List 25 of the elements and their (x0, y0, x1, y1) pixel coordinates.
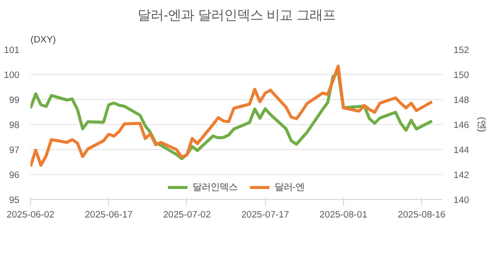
y-tick-label: 96 (9, 170, 20, 180)
y2-tick-label: 144 (454, 145, 470, 155)
x-tick-label: 2025-07-02 (163, 210, 211, 220)
y-tick-label: 97 (9, 145, 20, 155)
x-tick-label: 2025-07-17 (241, 210, 290, 220)
legend-label: 달러-엔 (274, 180, 305, 194)
x-tick-label: 2025-06-02 (6, 210, 54, 220)
y2-tick-label: 146 (454, 120, 470, 130)
x-tick-label: 2025-06-17 (84, 210, 133, 220)
y2-tick-label: 152 (454, 45, 470, 55)
y2-tick-label: 140 (454, 195, 470, 205)
y-tick-label: 101 (4, 45, 20, 55)
y2-tick-label: 150 (454, 70, 470, 80)
y-tick-label: 99 (9, 95, 20, 105)
y-tick-label: 100 (4, 70, 20, 80)
x-tick-label: 2025-08-16 (398, 210, 446, 220)
legend-label: 달러인덱스 (192, 180, 238, 194)
y2-tick-label: 148 (454, 95, 470, 105)
y-tick-label: 98 (9, 120, 20, 130)
chart-title: 달러-엔과 달러인덱스 비교 그래프 (138, 8, 336, 22)
y-axis-title: (DXY) (30, 34, 56, 44)
y2-tick-label: 142 (454, 170, 470, 180)
y-tick-label: 95 (9, 195, 20, 205)
x-tick-label: 2025-08-01 (320, 210, 368, 220)
y2-axis-title: (엔) (477, 116, 488, 132)
